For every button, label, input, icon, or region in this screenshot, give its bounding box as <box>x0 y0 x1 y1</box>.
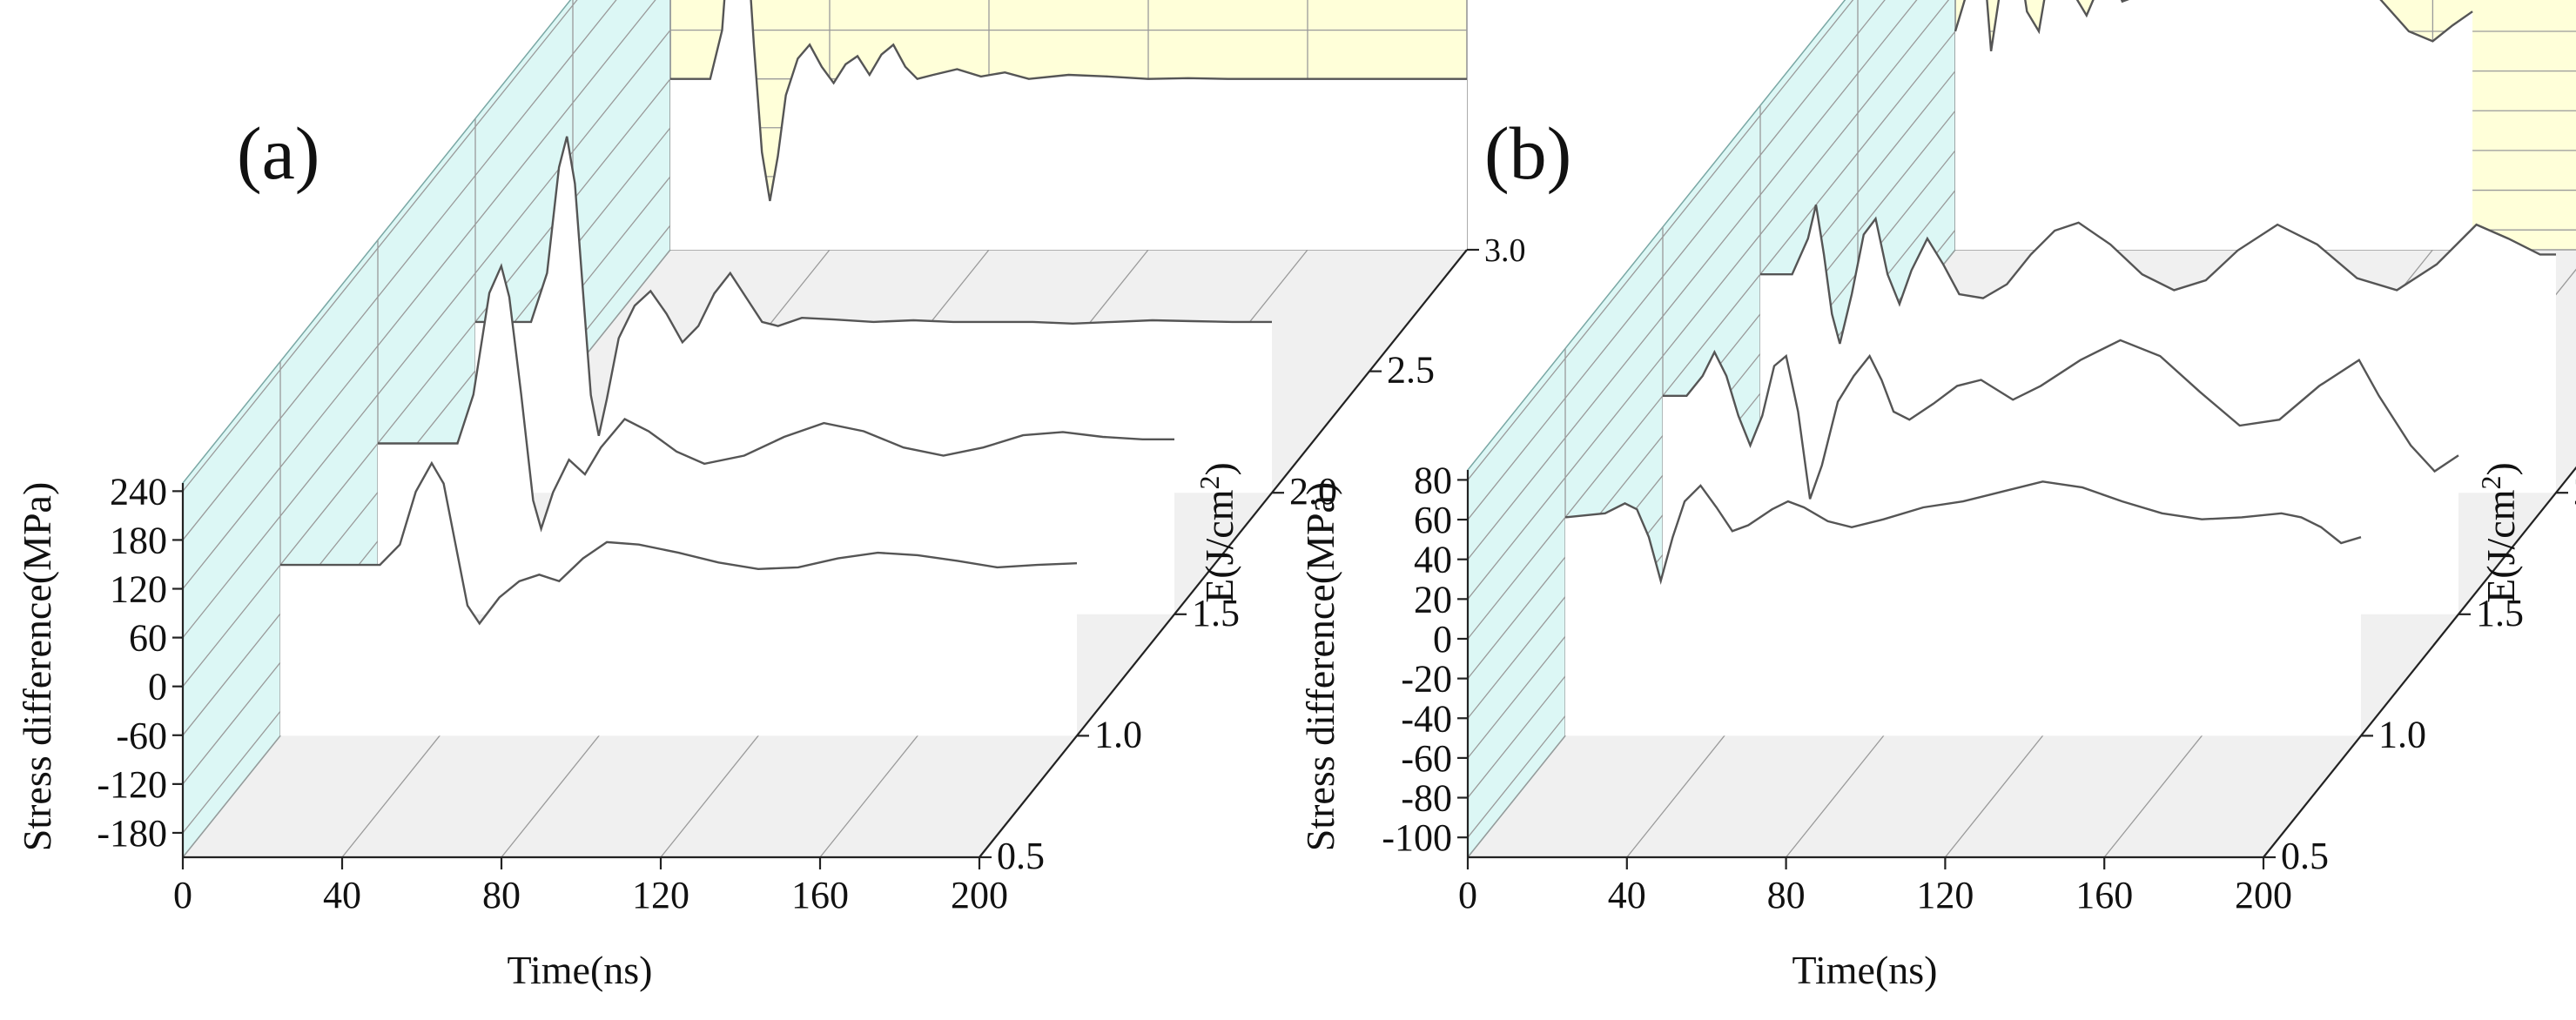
z-axis-label: E(J/cm2) <box>1194 462 1241 603</box>
y-tick-label: -20 <box>1401 658 1452 701</box>
sidewall-gridline <box>182 78 671 688</box>
x-tick-label: 80 <box>1767 874 1806 916</box>
sidewall-gridline <box>182 0 617 540</box>
sidewall-gridline <box>182 127 671 736</box>
sidewall-gridline <box>1467 0 1854 480</box>
series-4-fill <box>1955 0 2473 250</box>
chart-panel-a: 0 40 80 120 160 200-180-120-600601201802400.5… <box>15 0 1526 992</box>
sidewall-gridline <box>1467 30 1956 640</box>
series-2-line <box>378 263 1174 533</box>
sidewall-gridline <box>182 0 578 492</box>
x-tick-label: 200 <box>2235 874 2292 916</box>
waterfall-curves <box>280 0 1467 736</box>
x-tick-label: 0 <box>173 874 192 916</box>
x-tick-label: 40 <box>1608 874 1646 916</box>
sidewall-gridline <box>1467 0 1950 600</box>
waterfall-curves <box>1564 0 2556 736</box>
y-tick-label: 60 <box>129 617 167 660</box>
series-3-fill <box>475 136 1272 493</box>
x-axis-label: Time(ns) <box>508 948 653 992</box>
axes: 0 40 80 120 160 200-100-80-60-40-200204060800… <box>1382 459 2576 916</box>
series-1-ribbon <box>280 460 1078 736</box>
y-tick-label: 240 <box>110 470 167 513</box>
y-tick-label: 40 <box>1414 539 1452 581</box>
z-tick-label: 2.5 <box>1387 349 1435 392</box>
series-2-ribbon <box>378 263 1174 614</box>
y-tick-label: -180 <box>97 812 167 855</box>
x-tick-label: 160 <box>791 874 849 916</box>
z-axis-label-sup: 2 <box>1194 476 1225 490</box>
chart-panel-b: 0 40 80 120 160 200-100-80-60-40-200204060800… <box>1298 0 2576 992</box>
panel-label: (b) <box>1484 111 1571 195</box>
series-1-fill <box>280 463 1077 736</box>
series-4-ribbon <box>670 0 1467 250</box>
panel-label: (a) <box>237 111 319 195</box>
z-axis-label-base: E(J/cm <box>1197 489 1241 603</box>
y-tick-label: -120 <box>97 763 167 806</box>
series-2-line <box>1663 339 2459 500</box>
y-tick-label: -60 <box>1401 737 1452 780</box>
z-tick-label: 1.0 <box>1094 713 1142 755</box>
y-tick-label: 180 <box>110 519 167 561</box>
series-1-line <box>280 460 1078 626</box>
series-1-ribbon <box>1564 480 2362 736</box>
series-4-ribbon <box>1954 0 2473 250</box>
z-tick-label: 0.5 <box>2281 835 2329 877</box>
z-axis-label-close: ) <box>2478 462 2523 475</box>
x-tick-label: 120 <box>632 874 689 916</box>
x-tick-label: 160 <box>2075 874 2133 916</box>
y-axis-label: Stress difference(MPa) <box>1298 482 1342 852</box>
x-tick-label: 200 <box>951 874 1008 916</box>
z-tick-label: 3.0 <box>1484 232 1526 269</box>
y-tick-label: 60 <box>1414 499 1452 541</box>
z-tick-label: 1.0 <box>2378 713 2426 755</box>
sidewall-gridline <box>1467 0 1918 560</box>
sidewall-gridline <box>182 0 656 589</box>
x-tick-label: 80 <box>482 874 521 916</box>
y-tick-label: -80 <box>1401 777 1452 820</box>
series-4-line <box>670 0 1467 202</box>
z-tick-label: 2.0 <box>1289 470 1337 513</box>
series-2-fill <box>378 265 1174 614</box>
series-1-fill <box>1565 481 2361 736</box>
series-3-line <box>475 136 1272 437</box>
y-tick-label: 0 <box>148 666 167 708</box>
z-tick-label: 0.5 <box>997 835 1045 877</box>
sidewall-gridline <box>1467 0 1886 520</box>
z-axis-label: E(J/cm2) <box>2475 462 2523 603</box>
series-1-line <box>1564 480 2362 585</box>
y-tick-label: -100 <box>1382 816 1452 859</box>
z-axis-label-sup: 2 <box>2475 476 2506 490</box>
y-tick-label: 0 <box>1433 618 1452 661</box>
z-axis-line <box>979 249 1468 858</box>
series-3-ribbon <box>475 136 1272 493</box>
y-tick-label: 20 <box>1414 578 1452 621</box>
z-tick-label: 1.5 <box>1192 592 1240 634</box>
x-tick-label: 120 <box>1916 874 1974 916</box>
series-3-line <box>1760 205 2556 345</box>
y-axis-label: Stress difference(MPa) <box>15 482 59 852</box>
y-tick-label: 80 <box>1414 459 1452 501</box>
z-tick-label: 2.0 <box>2573 470 2576 513</box>
x-tick-label: 40 <box>323 874 361 916</box>
axes: 0 40 80 120 160 200-180-120-600601201802400.5… <box>97 232 1525 916</box>
y-tick-label: 120 <box>110 568 167 611</box>
z-tick-label: 1.5 <box>2476 592 2524 634</box>
x-tick-label: 0 <box>1458 874 1477 916</box>
y-tick-label: -60 <box>116 715 167 757</box>
z-axis-line <box>2263 466 2576 858</box>
z-axis-label-base: E(J/cm <box>2478 489 2523 603</box>
z-axis-label-close: ) <box>1197 462 1241 475</box>
x-axis-label: Time(ns) <box>1792 948 1938 992</box>
sidewall-gridline <box>182 30 671 639</box>
series-4-fill <box>670 0 1467 250</box>
y-tick-label: -40 <box>1401 697 1452 740</box>
